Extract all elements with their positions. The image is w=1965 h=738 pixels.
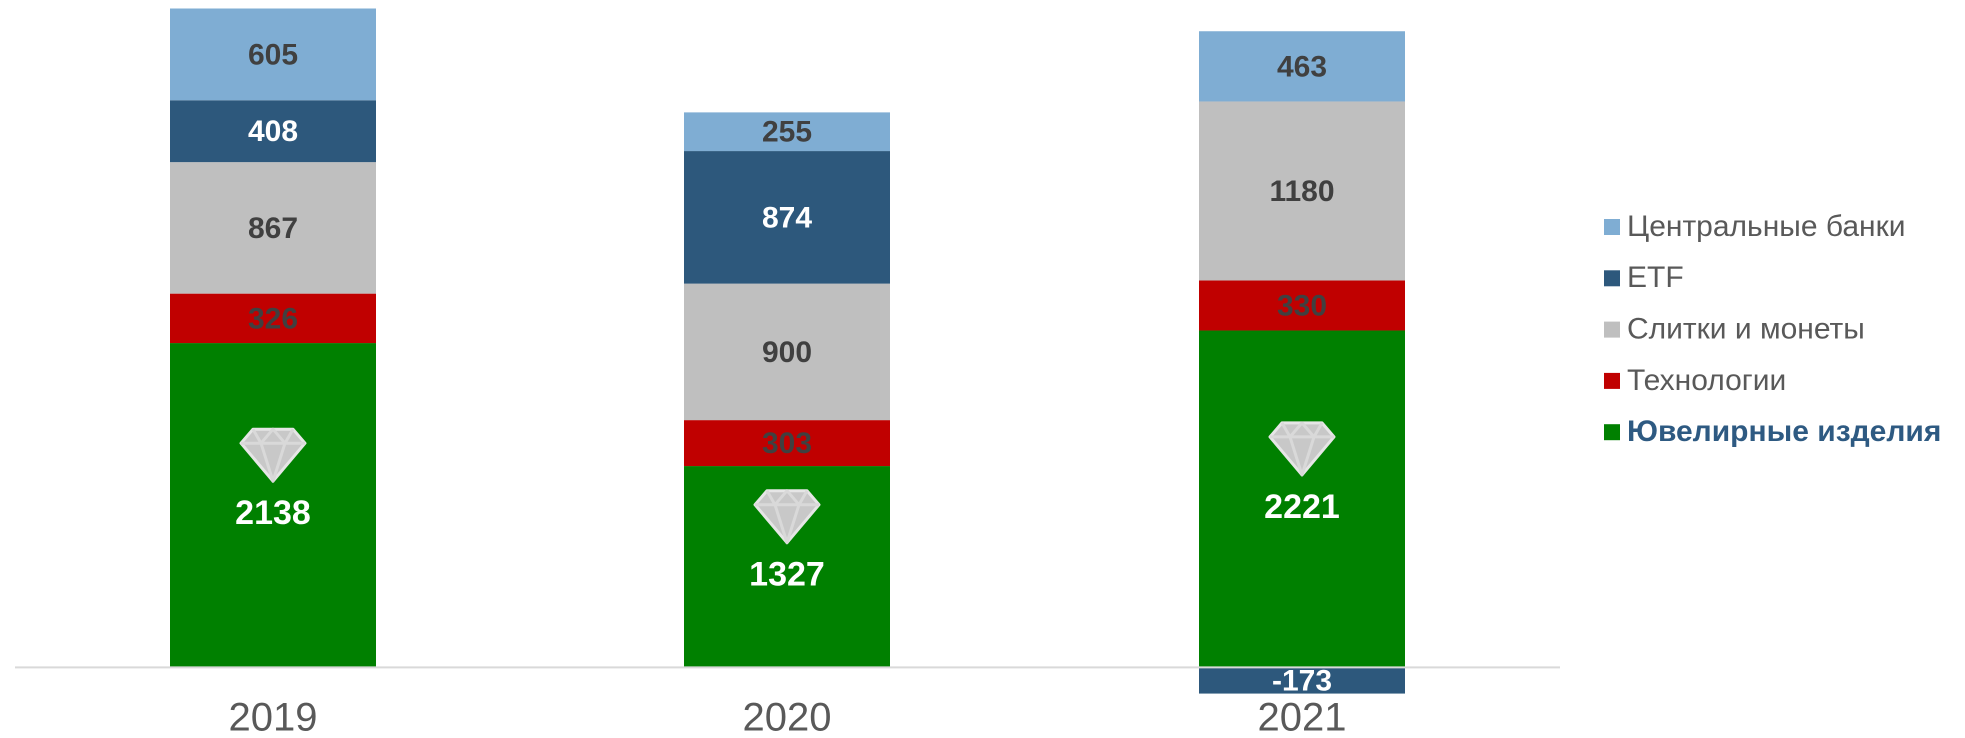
- x-tick-label: 2021: [1258, 696, 1347, 738]
- bar-segment: [170, 343, 376, 668]
- data-label: 303: [762, 427, 812, 460]
- data-label: 408: [248, 115, 298, 148]
- bar-segment: [1199, 667, 1405, 694]
- x-tick-label: 2020: [743, 696, 832, 738]
- data-label: 605: [248, 38, 298, 71]
- bar-segment: [1199, 101, 1405, 281]
- legend-label: Центральные банки: [1627, 210, 1905, 243]
- bar-segment: [1199, 330, 1405, 668]
- diamond-facet: [259, 442, 287, 483]
- diamond-facet: [1280, 421, 1324, 439]
- diamond-facet: [251, 427, 295, 445]
- bar-segment: [170, 293, 376, 344]
- data-label: 2138: [235, 494, 311, 532]
- bar-segment: [170, 8, 376, 101]
- bar-segment: [684, 112, 890, 152]
- bar-segment: [684, 420, 890, 467]
- x-tick-label: 2019: [229, 696, 318, 738]
- bar-segment: [170, 100, 376, 163]
- legend-label: Слитки и монеты: [1627, 313, 1865, 346]
- data-label: 330: [1277, 289, 1327, 322]
- legend-swatch: [1604, 424, 1620, 441]
- data-label: -173: [1272, 664, 1332, 697]
- diamond-icon: [753, 489, 821, 545]
- bar-segment: [1199, 31, 1405, 102]
- legend-label: Ювелирные изделия: [1627, 415, 1941, 448]
- bar-segment: [170, 162, 376, 294]
- legend-label: ETF: [1627, 261, 1684, 294]
- data-label: 867: [248, 212, 298, 245]
- legend-swatch: [1604, 219, 1620, 235]
- legend-swatch: [1604, 372, 1620, 389]
- data-label: 463: [1277, 50, 1327, 83]
- data-label: 1327: [749, 556, 825, 594]
- diamond-facet: [773, 504, 801, 545]
- legend-swatch: [1604, 270, 1620, 287]
- bar-segment: [684, 283, 890, 421]
- data-label: 1180: [1269, 175, 1334, 208]
- data-label: 900: [762, 336, 812, 369]
- diamond-icon: [1268, 421, 1336, 477]
- diamond-icon: [239, 427, 307, 483]
- data-label: 326: [248, 302, 298, 335]
- data-label: 874: [762, 201, 812, 234]
- diamond-facet: [1288, 436, 1316, 477]
- data-label: 2221: [1264, 488, 1340, 526]
- data-label: 255: [762, 116, 812, 149]
- legend-label: Технологии: [1627, 364, 1786, 397]
- bar-segment: [1199, 280, 1405, 331]
- diamond-facet: [765, 489, 809, 507]
- legend-swatch: [1604, 321, 1620, 338]
- bar-segment: [684, 151, 890, 284]
